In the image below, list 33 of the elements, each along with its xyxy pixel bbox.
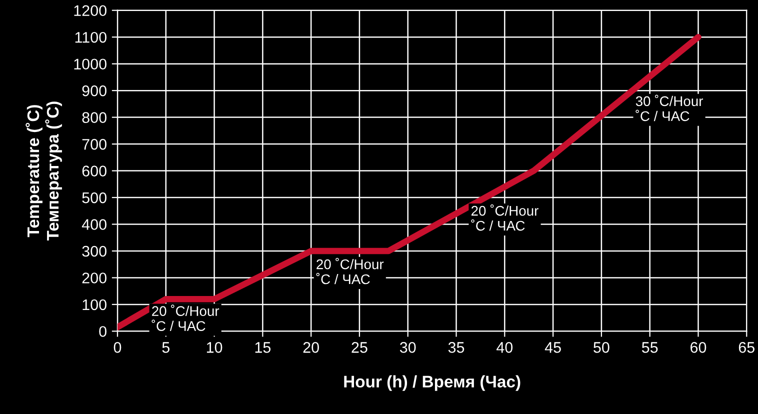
x-tick-label: 50 (594, 342, 610, 353)
x-tick-label: 60 (690, 342, 706, 353)
y-tick-label: 600 (82, 166, 106, 176)
x-tick-label: 55 (642, 342, 658, 353)
x-axis-title: Hour (h) / Время (Час) (344, 375, 520, 391)
x-tick-label: 45 (544, 342, 561, 353)
y-axis-title: Temperature (˚C) Температура (˚C) (26, 102, 62, 241)
x-tick-label: 65 (738, 342, 754, 353)
x-tick-label: 5 (162, 342, 170, 353)
x-tick-label: 15 (255, 342, 271, 353)
x-tick-label: 25 (352, 342, 368, 353)
x-tick-label: 0 (114, 342, 122, 353)
y-tick-label: 1000 (74, 58, 106, 70)
y-tick-label: 100 (82, 299, 106, 310)
annotation: 20 ˚C/Hour ˚C / ЧАС (316, 258, 384, 284)
y-tick-label: 0 (99, 326, 106, 337)
annotation: 20 ˚C/Hour ˚C / ЧАС (152, 304, 220, 331)
x-tick-label: 10 (206, 342, 222, 353)
y-tick-label: 400 (82, 219, 106, 230)
x-tick-label: 30 (400, 342, 416, 353)
y-tick-label: 300 (82, 246, 106, 257)
annotation: 30 ˚C/Hour ˚C / ЧАС (636, 94, 704, 122)
y-tick-label: 500 (82, 192, 106, 204)
y-tick-label: 700 (82, 138, 106, 150)
y-tick-label: 800 (82, 112, 106, 123)
y-tick-label: 900 (82, 85, 106, 96)
x-tick-label: 40 (496, 342, 513, 353)
y-tick-label: 200 (82, 272, 106, 284)
annotation: 20 ˚C/Hour ˚C / ЧАС (471, 204, 538, 231)
x-tick-label: 35 (448, 342, 464, 353)
y-tick-label: 1200 (74, 5, 106, 16)
x-tick-label: 20 (303, 342, 319, 353)
y-tick-label: 1100 (75, 32, 106, 43)
